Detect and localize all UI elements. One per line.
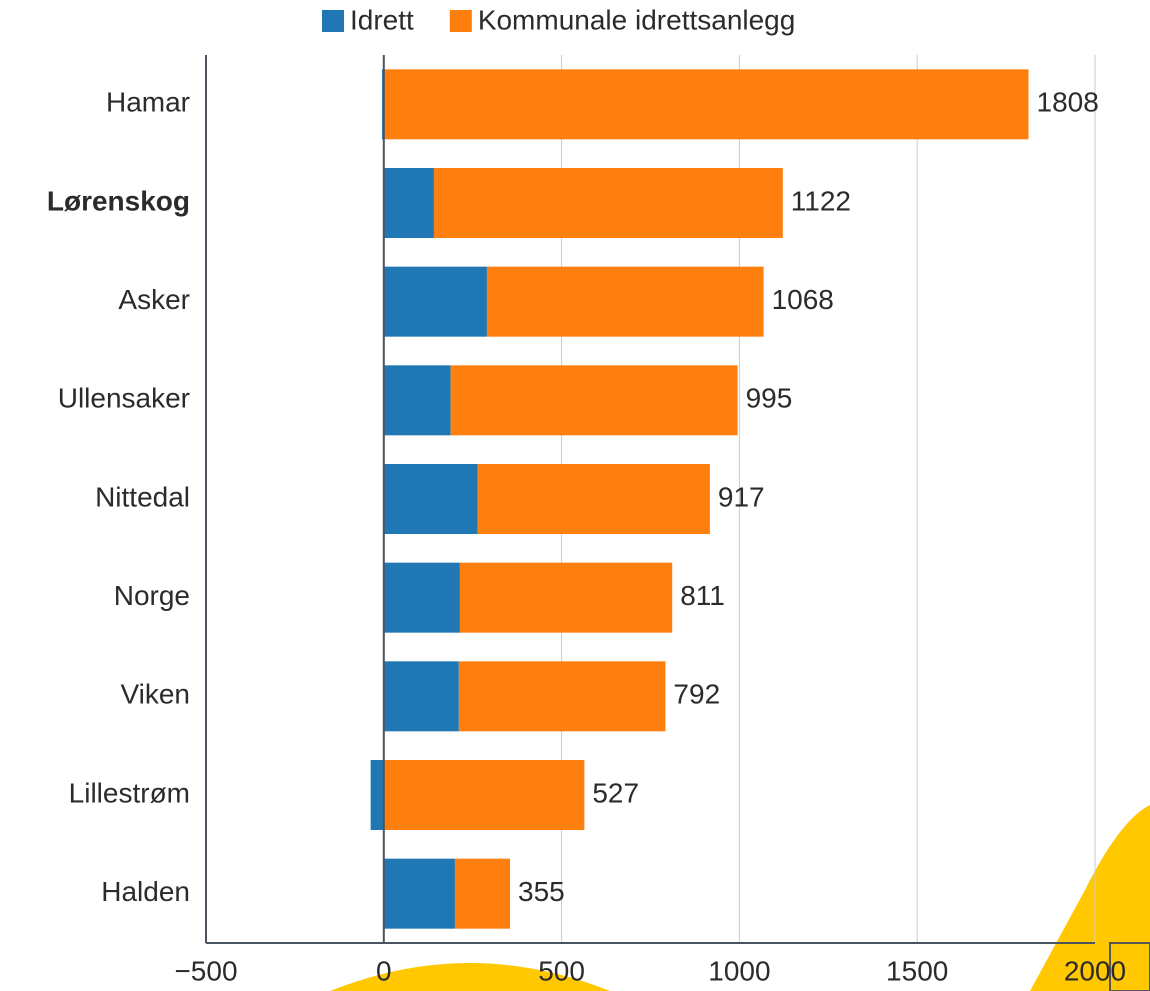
bar bbox=[433, 168, 783, 238]
bar bbox=[383, 464, 478, 534]
y-tick-label: Hamar bbox=[106, 87, 190, 118]
data-label: 1068 bbox=[772, 284, 834, 315]
data-label: 792 bbox=[673, 679, 720, 710]
data-label: 355 bbox=[518, 876, 565, 907]
data-label: 811 bbox=[680, 580, 725, 611]
y-tick-label: Halden bbox=[101, 876, 190, 907]
bar bbox=[383, 760, 585, 830]
bar bbox=[477, 464, 710, 534]
bar bbox=[383, 858, 455, 929]
y-tick-label: Ullensaker bbox=[58, 383, 190, 414]
y-tick-label: Norge bbox=[114, 580, 190, 611]
data-label: 1808 bbox=[1037, 87, 1099, 118]
data-label: 1122 bbox=[791, 185, 851, 216]
x-tick-label: 0 bbox=[376, 955, 392, 986]
y-tick-label: Viken bbox=[120, 679, 190, 710]
bar bbox=[370, 760, 384, 830]
bar bbox=[383, 168, 434, 238]
bar bbox=[383, 365, 451, 436]
legend-label: Idrett bbox=[350, 4, 414, 35]
bar bbox=[454, 858, 511, 929]
bar bbox=[486, 266, 764, 337]
data-label: 527 bbox=[592, 777, 639, 808]
y-tick-label: Lørenskog bbox=[47, 185, 190, 216]
decoration bbox=[1030, 805, 1150, 991]
bar bbox=[383, 661, 459, 732]
x-tick-label: −500 bbox=[174, 955, 237, 986]
bar bbox=[383, 266, 487, 337]
bar bbox=[458, 661, 666, 732]
decoration bbox=[330, 963, 610, 991]
y-tick-label: Lillestrøm bbox=[69, 777, 190, 808]
y-tick-label: Asker bbox=[118, 284, 190, 315]
bar bbox=[383, 69, 1029, 140]
data-label: 995 bbox=[746, 383, 793, 414]
x-tick-label: 1500 bbox=[886, 955, 948, 986]
corner-icon bbox=[1109, 942, 1150, 991]
x-tick-label: 2000 bbox=[1064, 955, 1126, 986]
bar bbox=[459, 562, 673, 633]
bar bbox=[450, 365, 738, 436]
legend-label: Kommunale idrettsanlegg bbox=[478, 4, 796, 35]
x-tick-label: 1000 bbox=[708, 955, 770, 986]
x-tick-label: 500 bbox=[538, 955, 585, 986]
legend-swatch bbox=[449, 10, 472, 32]
data-label: 917 bbox=[718, 481, 765, 512]
bar bbox=[383, 562, 460, 633]
y-tick-label: Nittedal bbox=[95, 481, 190, 512]
legend-swatch bbox=[322, 10, 344, 32]
